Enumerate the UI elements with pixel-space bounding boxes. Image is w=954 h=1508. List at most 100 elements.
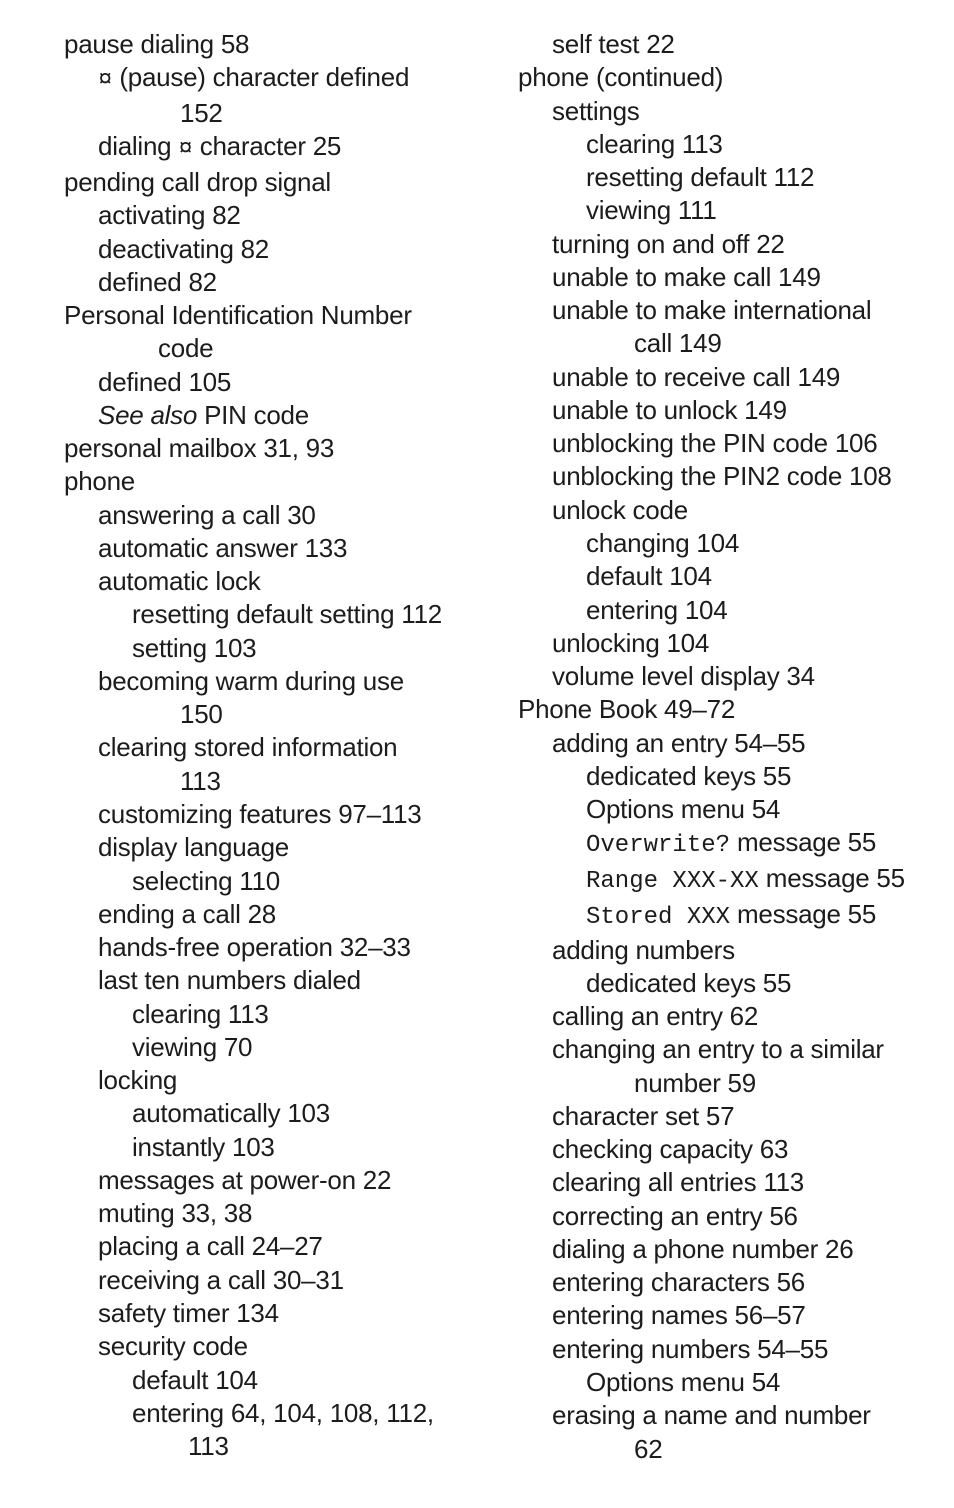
index-entry: unable to receive call 149	[518, 361, 936, 394]
index-entry: character set 57	[518, 1100, 936, 1133]
index-entry: activating 82	[64, 199, 482, 232]
index-entry: placing a call 24–27	[64, 1230, 482, 1263]
text: message 55	[730, 827, 876, 857]
index-entry: answering a call 30	[64, 499, 482, 532]
index-entry: unlock code	[518, 494, 936, 527]
index-entry: defined 82	[64, 266, 482, 299]
index-entry: adding numbers	[518, 934, 936, 967]
index-entry: messages at power-on 22	[64, 1164, 482, 1197]
index-entry: viewing 70	[64, 1031, 482, 1064]
index-entry: unable to unlock 149	[518, 394, 936, 427]
index-entry: automatic lock	[64, 565, 482, 598]
index-page: pause dialing 58 ¤ (pause) character def…	[0, 0, 954, 1508]
index-entry: calling an entry 62	[518, 1000, 936, 1033]
index-continuation: call 149	[518, 327, 936, 360]
index-entry: entering 104	[518, 594, 936, 627]
index-entry: unlocking 104	[518, 627, 936, 660]
index-entry: turning on and off 22	[518, 228, 936, 261]
index-entry: erasing a name and number	[518, 1399, 936, 1432]
display-text: Overwrite?	[586, 832, 730, 859]
index-entry: automatic answer 133	[64, 532, 482, 565]
index-entry: selecting 110	[64, 865, 482, 898]
index-entry: resetting default setting 112	[64, 598, 482, 631]
index-entry: ending a call 28	[64, 898, 482, 931]
index-continuation: number 59	[518, 1067, 936, 1100]
index-entry: viewing 111	[518, 194, 936, 227]
index-entry: phone (continued)	[518, 61, 936, 94]
index-entry: locking	[64, 1064, 482, 1097]
index-entry: security code	[64, 1330, 482, 1363]
see-also: See also	[98, 400, 197, 430]
index-entry: dedicated keys 55	[518, 760, 936, 793]
index-entry: changing an entry to a similar	[518, 1033, 936, 1066]
index-entry: receiving a call 30–31	[64, 1264, 482, 1297]
index-entry: instantly 103	[64, 1131, 482, 1164]
index-continuation: 113	[64, 765, 482, 798]
text: message 55	[759, 863, 905, 893]
index-entry: entering names 56–57	[518, 1299, 936, 1332]
index-entry: becoming warm during use	[64, 665, 482, 698]
display-text: Range XXX-XX	[586, 868, 759, 895]
index-entry: checking capacity 63	[518, 1133, 936, 1166]
text: character 25	[193, 131, 341, 161]
index-entry: setting 103	[64, 632, 482, 665]
text: dialing	[98, 131, 178, 161]
index-entry: entering 64, 104, 108, 112,	[64, 1397, 482, 1430]
index-entry: dialing a phone number 26	[518, 1233, 936, 1266]
index-entry: dialing ¤ character 25	[64, 130, 482, 166]
index-entry: phone	[64, 465, 482, 498]
index-entry: hands-free operation 32–33	[64, 931, 482, 964]
index-entry: self test 22	[518, 28, 936, 61]
display-text: Stored XXX	[586, 904, 730, 931]
index-entry: adding an entry 54–55	[518, 727, 936, 760]
text: PIN code	[197, 400, 309, 430]
index-entry: Stored XXX message 55	[518, 898, 936, 934]
index-entry: automatically 103	[64, 1097, 482, 1130]
index-entry: muting 33, 38	[64, 1197, 482, 1230]
index-entry: Phone Book 49–72	[518, 693, 936, 726]
index-entry: Overwrite? message 55	[518, 826, 936, 862]
index-continuation: 152	[64, 97, 482, 130]
index-entry: clearing 113	[64, 998, 482, 1031]
index-entry: last ten numbers dialed	[64, 964, 482, 997]
index-entry: Options menu 54	[518, 793, 936, 826]
index-entry: default 104	[64, 1364, 482, 1397]
index-entry: See also PIN code	[64, 399, 482, 432]
text: (pause) character defined	[112, 62, 409, 92]
index-entry: pause dialing 58	[64, 28, 482, 61]
index-entry: safety timer 134	[64, 1297, 482, 1330]
index-entry: correcting an entry 56	[518, 1200, 936, 1233]
index-continuation: code	[64, 332, 482, 365]
index-entry: unable to make international	[518, 294, 936, 327]
pause-glyph: ¤	[178, 136, 192, 163]
index-entry: resetting default 112	[518, 161, 936, 194]
pause-glyph: ¤	[98, 67, 112, 94]
index-entry: unable to make call 149	[518, 261, 936, 294]
index-entry: volume level display 34	[518, 660, 936, 693]
index-entry: changing 104	[518, 527, 936, 560]
index-entry: entering numbers 54–55	[518, 1333, 936, 1366]
index-continuation: 150	[64, 698, 482, 731]
index-entry: Personal Identification Number	[64, 299, 482, 332]
index-entry: default 104	[518, 560, 936, 593]
text: message 55	[730, 899, 876, 929]
index-entry: personal mailbox 31, 93	[64, 432, 482, 465]
index-entry: deactivating 82	[64, 233, 482, 266]
index-entry: unblocking the PIN2 code 108	[518, 460, 936, 493]
index-entry: clearing stored information	[64, 731, 482, 764]
index-entry: pending call drop signal	[64, 166, 482, 199]
index-entry: Options menu 54	[518, 1366, 936, 1399]
index-entry: customizing features 97–113	[64, 798, 482, 831]
index-entry: settings	[518, 95, 936, 128]
index-entry: display language	[64, 831, 482, 864]
index-continuation: 113	[64, 1430, 482, 1463]
two-column-layout: pause dialing 58 ¤ (pause) character def…	[64, 28, 936, 1468]
index-entry: entering characters 56	[518, 1266, 936, 1299]
index-entry: unblocking the PIN code 106	[518, 427, 936, 460]
index-entry: clearing all entries 113	[518, 1166, 936, 1199]
index-entry: Range XXX-XX message 55	[518, 862, 936, 898]
index-entry: dedicated keys 55	[518, 967, 936, 1000]
index-continuation: 62	[518, 1433, 936, 1466]
index-entry: defined 105	[64, 366, 482, 399]
index-entry: ¤ (pause) character defined	[64, 61, 482, 97]
